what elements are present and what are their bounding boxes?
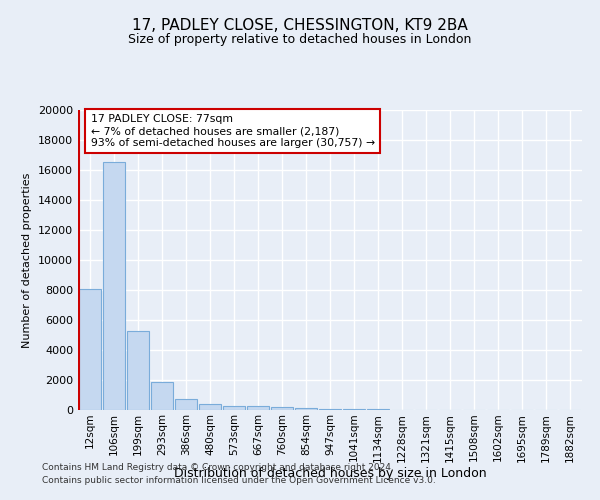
Bar bbox=[151, 382, 173, 410]
Bar bbox=[79, 288, 101, 410]
Bar bbox=[127, 330, 149, 410]
Bar bbox=[271, 407, 293, 410]
Bar bbox=[247, 406, 269, 410]
Bar bbox=[319, 409, 341, 410]
X-axis label: Distribution of detached houses by size in London: Distribution of detached houses by size … bbox=[173, 467, 487, 480]
Text: 17 PADLEY CLOSE: 77sqm
← 7% of detached houses are smaller (2,187)
93% of semi-d: 17 PADLEY CLOSE: 77sqm ← 7% of detached … bbox=[91, 114, 375, 148]
Bar bbox=[199, 404, 221, 410]
Bar bbox=[223, 406, 245, 410]
Text: Contains HM Land Registry data © Crown copyright and database right 2024.: Contains HM Land Registry data © Crown c… bbox=[42, 464, 394, 472]
Bar bbox=[175, 399, 197, 410]
Bar bbox=[343, 409, 365, 410]
Text: Size of property relative to detached houses in London: Size of property relative to detached ho… bbox=[128, 32, 472, 46]
Text: Contains public sector information licensed under the Open Government Licence v3: Contains public sector information licen… bbox=[42, 476, 436, 485]
Y-axis label: Number of detached properties: Number of detached properties bbox=[22, 172, 32, 348]
Bar bbox=[103, 162, 125, 410]
Bar bbox=[295, 408, 317, 410]
Text: 17, PADLEY CLOSE, CHESSINGTON, KT9 2BA: 17, PADLEY CLOSE, CHESSINGTON, KT9 2BA bbox=[132, 18, 468, 32]
